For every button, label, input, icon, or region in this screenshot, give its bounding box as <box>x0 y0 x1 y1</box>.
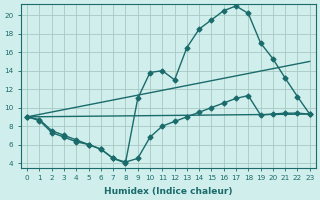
X-axis label: Humidex (Indice chaleur): Humidex (Indice chaleur) <box>104 187 233 196</box>
